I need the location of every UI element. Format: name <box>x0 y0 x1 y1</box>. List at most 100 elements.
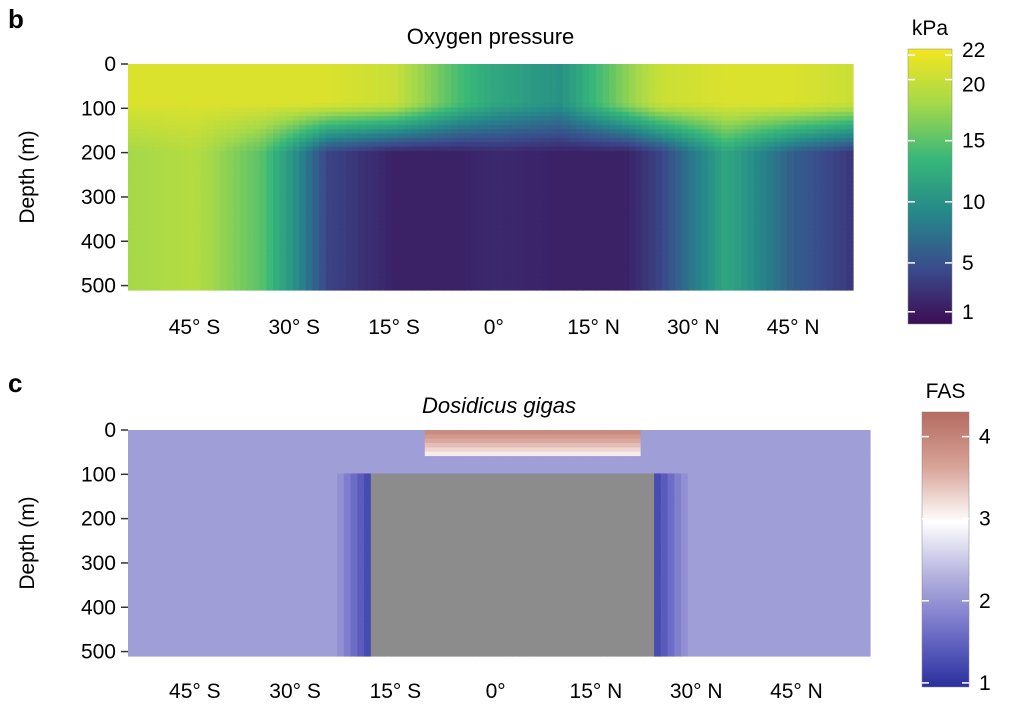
heatmap-cell <box>516 163 525 169</box>
heatmap-cell <box>483 120 492 126</box>
heatmap-cell <box>523 103 531 109</box>
heatmap-cell <box>734 242 742 248</box>
heatmap-cell <box>220 281 228 287</box>
heatmap-cell <box>332 85 340 91</box>
heatmap-cell <box>319 163 327 169</box>
heatmap-cell <box>418 181 426 187</box>
heatmap-cell <box>226 64 235 69</box>
heatmap-cell <box>661 203 670 209</box>
heatmap-cell <box>332 142 340 148</box>
heatmap-cell <box>134 281 142 287</box>
heatmap-cell <box>213 250 221 256</box>
heatmap-cell <box>734 94 742 100</box>
heatmap-cell <box>622 150 630 156</box>
heatmap-cell <box>345 194 353 200</box>
heatmap-cell <box>193 163 202 169</box>
heatmap-cell <box>490 177 498 182</box>
heatmap-cell <box>319 133 327 139</box>
heatmap-cell <box>292 177 300 182</box>
heatmap-cell <box>187 111 195 117</box>
heatmap-cell <box>312 263 320 269</box>
heatmap-cell <box>305 211 314 217</box>
heatmap-cell <box>450 98 459 104</box>
heatmap-cell <box>530 116 538 122</box>
heatmap-cell <box>503 81 511 87</box>
heatmap-cell <box>708 250 716 256</box>
heatmap-cell <box>490 98 498 104</box>
heatmap-cell <box>141 81 149 87</box>
heatmap-cell <box>536 233 544 239</box>
heatmap-cell <box>490 250 498 256</box>
heatmap-cell <box>457 146 465 152</box>
heatmap-cell <box>312 116 320 122</box>
heatmap-cell <box>754 211 762 217</box>
heatmap-cell <box>213 120 221 126</box>
heatmap-cell <box>661 181 670 187</box>
heatmap-cell <box>655 137 663 143</box>
heatmap-cell <box>450 163 459 169</box>
heatmap-cell <box>523 250 531 256</box>
heatmap-cell <box>747 81 755 87</box>
heatmap-cell <box>319 185 327 191</box>
heatmap-cell <box>299 268 307 274</box>
heatmap-cell <box>233 281 241 287</box>
heatmap-cell <box>193 72 202 78</box>
heatmap-cell <box>154 255 162 261</box>
heatmap-cell <box>569 77 577 82</box>
heatmap-cell <box>332 203 340 209</box>
heatmap-cell <box>253 116 261 122</box>
heatmap-cell <box>319 77 327 82</box>
heatmap-cell <box>609 116 617 122</box>
heatmap-cell <box>510 233 518 239</box>
heatmap-cell <box>160 163 169 169</box>
heatmap-cell <box>740 181 749 187</box>
heatmap-cell <box>273 133 281 139</box>
heatmap-cell <box>246 98 254 104</box>
heatmap-cell <box>299 259 307 265</box>
heatmap-cell <box>305 81 314 87</box>
heatmap-cell <box>477 250 485 256</box>
heatmap-cell <box>727 98 735 104</box>
heatmap-cell <box>345 220 353 226</box>
heatmap-cell <box>253 185 261 191</box>
heatmap-cell <box>648 194 656 200</box>
heatmap-cell <box>128 272 136 278</box>
heatmap-cell <box>576 72 584 78</box>
heatmap-cell <box>332 64 340 69</box>
heatmap-cell <box>701 133 709 139</box>
heatmap-cell <box>411 155 419 161</box>
heatmap-cell <box>477 198 485 204</box>
heatmap-cell <box>615 216 623 222</box>
heatmap-cell <box>338 85 347 91</box>
heatmap-cell <box>305 168 314 174</box>
heatmap-cell <box>141 163 149 169</box>
heatmap-cell <box>688 259 696 265</box>
heatmap-cell <box>273 90 281 96</box>
heatmap-cell <box>134 168 142 174</box>
heatmap-cell <box>332 90 340 96</box>
heatmap-cell <box>352 229 360 235</box>
heatmap-cell <box>134 129 142 135</box>
heatmap-cell <box>325 237 333 243</box>
heatmap-cell <box>661 146 670 152</box>
heatmap-cell <box>530 203 538 209</box>
heatmap-cell <box>154 190 162 195</box>
heatmap-cell <box>734 203 742 209</box>
heatmap-cell <box>747 216 755 222</box>
heatmap-cell <box>128 185 136 191</box>
heatmap-cell <box>661 263 670 269</box>
heatmap-cell <box>411 190 419 195</box>
heatmap-cell <box>154 216 162 222</box>
heatmap-cell <box>747 133 755 139</box>
heatmap-cell <box>549 107 558 113</box>
heatmap-cell <box>516 211 525 217</box>
heatmap-cell <box>668 203 676 209</box>
heatmap-cell <box>154 281 162 287</box>
heatmap-cell <box>681 281 689 287</box>
heatmap-cell <box>694 159 703 165</box>
heatmap-cell <box>457 85 465 91</box>
heatmap-cell <box>602 120 610 126</box>
heatmap-cell <box>385 163 393 169</box>
heatmap-cell <box>325 185 333 191</box>
heatmap-cell <box>305 198 314 204</box>
